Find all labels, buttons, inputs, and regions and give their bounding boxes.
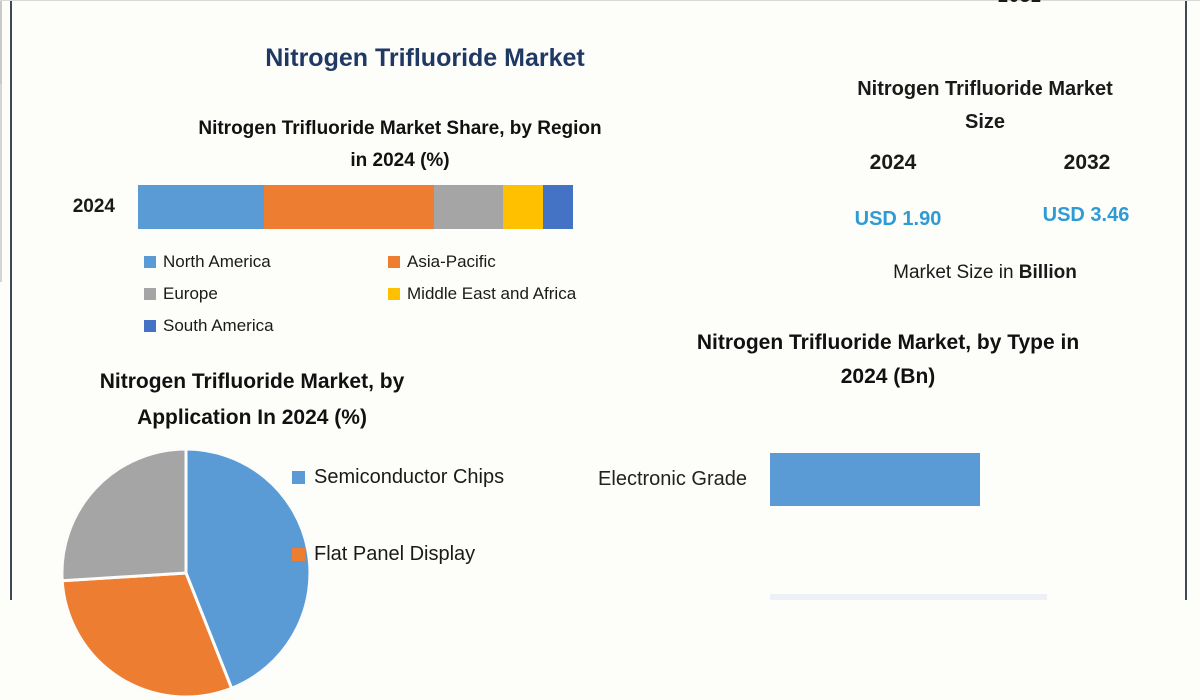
right-frame-border bbox=[1185, 0, 1187, 600]
region-axis-category-label: 2024 bbox=[72, 196, 115, 217]
market-size-caption-bold: Billion bbox=[1018, 262, 1077, 283]
region-bar-segment-middle-east-and-africa bbox=[503, 185, 543, 229]
region-bar-segment-europe bbox=[433, 185, 504, 229]
left-frame-border bbox=[10, 0, 12, 600]
application-legend-item-flat-panel-display: Flat Panel Display bbox=[292, 543, 504, 566]
legend-swatch-icon bbox=[388, 256, 400, 268]
legend-swatch-icon bbox=[144, 256, 156, 268]
type-partial-second-bar bbox=[770, 594, 1048, 600]
pie-slice-unlabeled bbox=[60, 447, 188, 583]
region-legend-item-asia-pacific: Asia-Pacific bbox=[388, 252, 614, 272]
region-legend-item-europe: Europe bbox=[144, 284, 388, 304]
legend-label: Semiconductor Chips bbox=[314, 466, 505, 488]
region-chart-title: Nitrogen Trifluoride Market Share, by Re… bbox=[120, 113, 680, 177]
top-frame-border bbox=[0, 0, 1200, 1]
legend-swatch-icon bbox=[144, 288, 156, 300]
market-size-year-2024: 2024 bbox=[869, 151, 917, 174]
legend-swatch-icon bbox=[388, 288, 400, 300]
application-chart-title-line1: Nitrogen Trifluoride Market, by bbox=[99, 370, 405, 393]
application-pie bbox=[60, 447, 312, 699]
region-y-axis-line bbox=[0, 0, 2, 84]
market-size-title: Nitrogen Trifluoride Market Size bbox=[810, 73, 1160, 139]
market-size-title-line1: Nitrogen Trifluoride Market bbox=[857, 78, 1113, 100]
region-bar-segment-asia-pacific bbox=[264, 185, 434, 229]
market-size-caption-regular: Market Size in bbox=[893, 262, 1019, 283]
market-size-value-2032: USD 3.46 bbox=[1042, 204, 1130, 226]
region-stacked-bar bbox=[138, 185, 573, 229]
application-legend-item-semiconductor-chips: Semiconductor Chips bbox=[292, 466, 504, 489]
region-chart-title-line2: in 2024 (%) bbox=[350, 150, 450, 171]
legend-label: Middle East and Africa bbox=[407, 284, 577, 303]
region-bar-segment-south-america bbox=[542, 185, 573, 229]
legend-swatch-icon bbox=[292, 471, 305, 484]
legend-label: Flat Panel Display bbox=[314, 543, 476, 565]
legend-label: North America bbox=[163, 252, 271, 271]
legend-label: Asia-Pacific bbox=[407, 252, 496, 271]
type-category-label: Electronic Grade bbox=[598, 468, 747, 490]
top-partial-year-text: 2032 bbox=[998, 0, 1042, 6]
type-y-axis-line bbox=[0, 84, 2, 282]
legend-label: Europe bbox=[163, 284, 218, 303]
market-size-caption: Market Size in Billion bbox=[835, 262, 1135, 284]
application-chart-title-line2: Application In 2024 (%) bbox=[137, 406, 367, 429]
region-chart-title-line1: Nitrogen Trifluoride Market Share, by Re… bbox=[198, 118, 602, 139]
legend-label: South America bbox=[163, 316, 274, 335]
region-legend-item-middle-east-and-africa: Middle East and Africa bbox=[388, 284, 614, 304]
market-size-title-line2: Size bbox=[964, 111, 1006, 133]
region-legend-item-north-america: North America bbox=[144, 252, 388, 272]
legend-swatch-icon bbox=[144, 320, 156, 332]
application-chart-title: Nitrogen Trifluoride Market, by Applicat… bbox=[62, 364, 442, 436]
application-legend: Semiconductor Chips Flat Panel Display bbox=[292, 466, 504, 566]
page-title: Nitrogen Trifluoride Market bbox=[265, 44, 585, 72]
region-legend-item-south-america: South America bbox=[144, 316, 388, 336]
type-bar-electronic-grade bbox=[770, 453, 980, 506]
region-bar-segment-north-america bbox=[138, 185, 265, 229]
type-chart-title: Nitrogen Trifluoride Market, by Type in … bbox=[638, 326, 1138, 394]
type-chart-title-line2: 2024 (Bn) bbox=[840, 365, 936, 388]
legend-swatch-icon bbox=[292, 548, 305, 561]
market-size-year-2032: 2032 bbox=[1063, 151, 1111, 174]
market-size-value-2024: USD 1.90 bbox=[854, 208, 942, 230]
region-legend: North America Asia-Pacific Europe Middle Ea… bbox=[144, 252, 614, 336]
type-chart-title-line1: Nitrogen Trifluoride Market, by Type in bbox=[696, 331, 1080, 354]
